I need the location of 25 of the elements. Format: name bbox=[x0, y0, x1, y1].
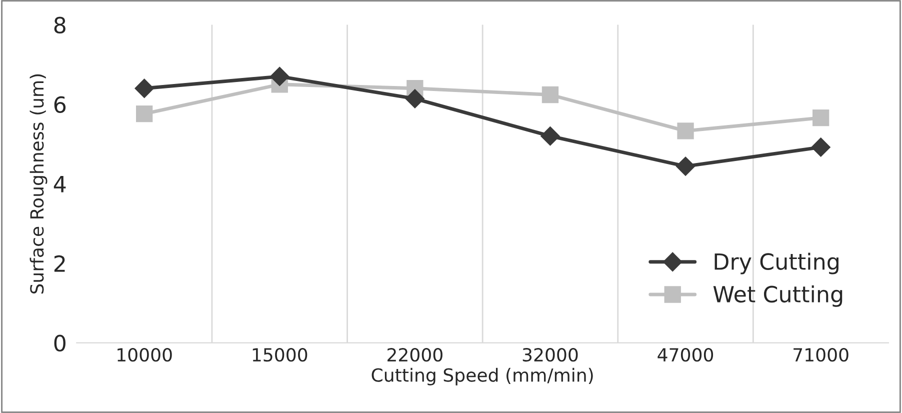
x-tick-label: 47000 bbox=[658, 348, 714, 362]
point bbox=[540, 126, 560, 146]
point bbox=[270, 66, 290, 86]
point bbox=[677, 122, 694, 140]
y-tick-label: 2 bbox=[54, 255, 65, 272]
point bbox=[811, 138, 830, 157]
point bbox=[405, 89, 424, 108]
x-tick-label: 15000 bbox=[252, 348, 308, 362]
y-tick-label: 0 bbox=[54, 334, 66, 352]
x-axis-title: Cutting Speed (mm/min) bbox=[372, 368, 593, 386]
x-tick-label: 22000 bbox=[388, 348, 442, 362]
point bbox=[136, 105, 153, 122]
legend-label: Dry Cutting bbox=[714, 252, 838, 274]
point bbox=[134, 78, 154, 98]
y-axis-title: Surface Roughness (um) bbox=[30, 74, 48, 294]
y-tick-label: 4 bbox=[54, 176, 66, 192]
x-tick-label: 10000 bbox=[118, 348, 172, 362]
point bbox=[542, 86, 559, 104]
x-tick-label: 32000 bbox=[522, 348, 578, 362]
point bbox=[812, 109, 830, 126]
legend-label: Wet Cutting bbox=[713, 285, 842, 307]
point bbox=[676, 156, 696, 176]
x-tick-label: 71000 bbox=[794, 348, 848, 362]
y-tick-label: 8 bbox=[54, 16, 66, 34]
y-tick-label: 6 bbox=[54, 96, 66, 114]
